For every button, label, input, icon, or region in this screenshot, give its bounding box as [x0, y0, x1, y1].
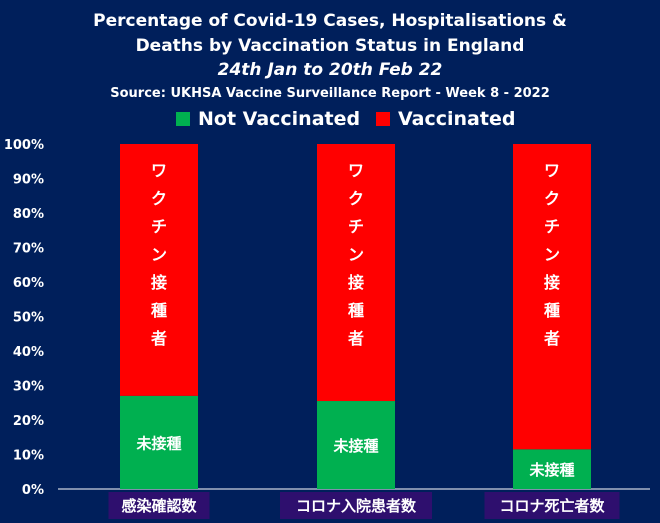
bar-label-vaccinated-char: 者 — [150, 329, 167, 348]
bar-label-vaccinated-char: ワ — [544, 161, 560, 180]
bar-not-vaccinated — [120, 395, 198, 489]
bar-label-vaccinated-char: ワ — [348, 161, 364, 180]
bar-label-vaccinated-char: ン — [544, 245, 560, 264]
y-tick-label: 20% — [13, 414, 44, 429]
bar-label-vaccinated-char: 者 — [347, 329, 364, 348]
bar-label-vaccinated-char: ン — [348, 245, 364, 264]
bar-label-vaccinated-char: チ — [151, 217, 167, 236]
bar-vaccinated — [317, 144, 395, 402]
legend-item-vaccinated: Vaccinated — [376, 106, 515, 132]
y-tick-label: 70% — [13, 242, 44, 257]
category-label-box — [108, 492, 210, 519]
bar-label-vaccinated-char: 種 — [348, 301, 364, 320]
y-tick-label: 40% — [13, 345, 44, 360]
bar-label-vaccinated-char: 種 — [151, 301, 167, 320]
legend-label-vaccinated: Vaccinated — [398, 108, 516, 130]
bar-label-vaccinated-char: 種 — [544, 301, 560, 320]
bar-label-vaccinated-char: 接 — [348, 273, 364, 292]
bar-label-vaccinated-char: ン — [151, 245, 167, 264]
legend-item-not-vaccinated: Not Vaccinated — [176, 106, 360, 132]
bar-vaccinated — [120, 144, 198, 396]
chart-title-line-2: Deaths by Vaccination Status in England — [135, 36, 525, 56]
y-tick-label: 60% — [13, 276, 44, 291]
bar-label-vaccinated-char: ク — [348, 189, 364, 208]
y-tick-label: 50% — [13, 311, 44, 326]
chart-subtitle: 24th Jan to 20th Feb 22 — [217, 60, 443, 80]
legend-swatch-not-vaccinated — [176, 112, 190, 126]
bar-label-vaccinated-char: 接 — [151, 273, 167, 292]
bar-label-not-vaccinated: 未接種 — [332, 437, 378, 455]
legend-label-not-vaccinated: Not Vaccinated — [198, 108, 361, 130]
bar-label-vaccinated-char: ク — [544, 189, 560, 208]
category-label-box — [280, 492, 432, 519]
chart-legend: Not Vaccinated Vaccinated — [0, 106, 660, 132]
bar-vaccinated — [513, 144, 591, 450]
y-tick-label: 30% — [13, 380, 44, 395]
chart-title-line-1: Percentage of Covid-19 Cases, Hospitalis… — [93, 11, 567, 31]
bar-label-vaccinated-char: 者 — [543, 329, 560, 348]
category-label-box — [484, 492, 620, 519]
x-tick-label: 感染確認数 — [121, 497, 197, 515]
y-tick-label: 80% — [13, 207, 44, 222]
legend-swatch-vaccinated — [376, 112, 390, 126]
bar-label-not-vaccinated: 未接種 — [528, 461, 574, 479]
bar-label-vaccinated-char: ク — [151, 189, 167, 208]
x-tick-label: コロナ死亡者数 — [499, 497, 605, 515]
y-tick-label: 0% — [22, 483, 44, 498]
bar-label-vaccinated-char: 接 — [544, 273, 560, 292]
y-tick-label: 10% — [13, 449, 44, 464]
bar-label-vaccinated-char: ワ — [151, 161, 167, 180]
bar-label-vaccinated-char: チ — [544, 217, 560, 236]
chart-source: Source: UKHSA Vaccine Surveillance Repor… — [110, 86, 550, 101]
bar-label-vaccinated-char: チ — [348, 217, 364, 236]
x-tick-label: コロナ入院患者数 — [296, 497, 417, 515]
bar-not-vaccinated — [513, 449, 591, 489]
bar-not-vaccinated — [317, 401, 395, 489]
bar-label-not-vaccinated: 未接種 — [135, 434, 181, 452]
y-tick-label: 90% — [13, 173, 44, 188]
y-tick-label: 100% — [4, 138, 44, 153]
